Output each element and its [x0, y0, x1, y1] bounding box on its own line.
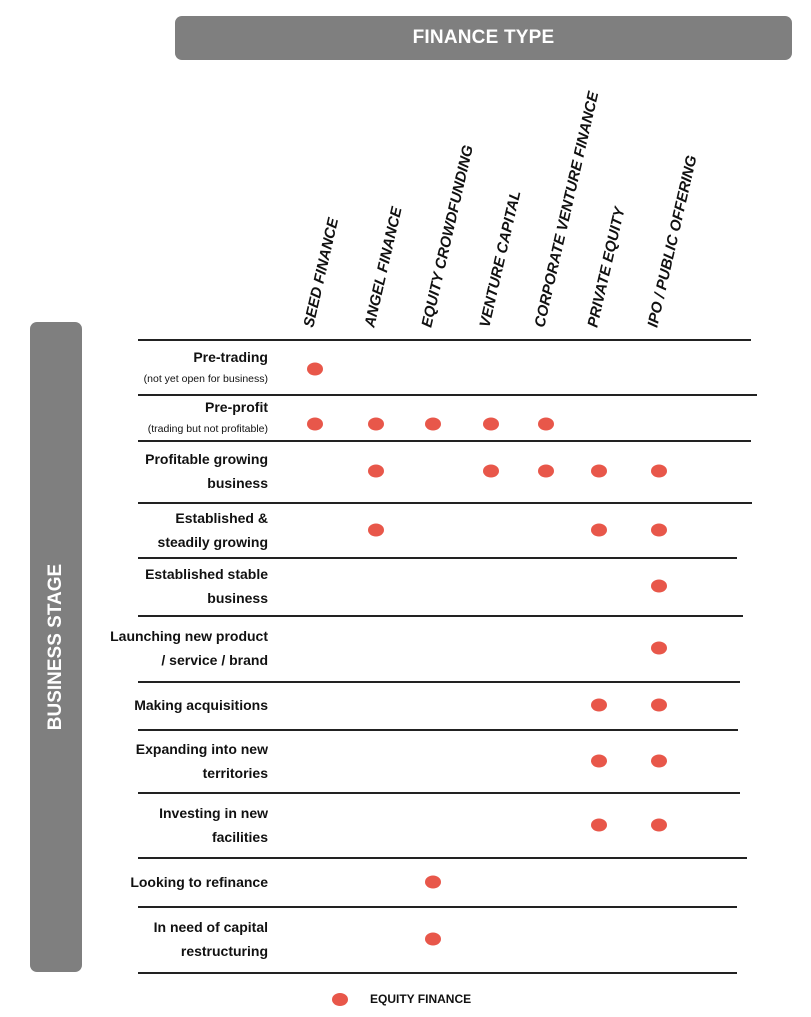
equity-finance-dot-icon	[425, 875, 441, 888]
row-label: Launching new product / service / brand	[110, 624, 268, 672]
equity-finance-dot-icon	[651, 579, 667, 593]
equity-finance-dot-icon	[368, 464, 384, 478]
equity-finance-dot-icon	[591, 754, 607, 767]
equity-finance-dot-icon	[332, 992, 348, 1006]
equity-finance-dot-icon	[483, 417, 499, 431]
row-label-line1: Making acquisitions	[134, 697, 268, 713]
row-divider	[138, 681, 740, 683]
column-header-venture-capital: VENTURE CAPITAL	[476, 189, 525, 329]
row-label: Expanding into new territories	[136, 737, 268, 785]
equity-finance-dot-icon	[651, 641, 667, 655]
row-label: Investing in new facilities	[159, 801, 268, 849]
row-label-line1: Pre-profit	[205, 399, 268, 415]
row-divider	[138, 394, 757, 396]
row-divider	[138, 440, 751, 442]
equity-finance-dot-icon	[425, 932, 441, 946]
equity-finance-dot-icon	[591, 464, 607, 478]
row-divider	[138, 615, 743, 617]
column-header-angel-finance: ANGEL FINANCE	[361, 205, 406, 329]
row-divider	[138, 906, 737, 908]
equity-finance-dot-icon	[591, 818, 607, 831]
equity-finance-dot-icon	[368, 417, 384, 431]
row-divider	[138, 339, 751, 341]
row-label-subtitle: (trading but not profitable)	[147, 423, 268, 435]
business-stage-banner: BUSINESS STAGE	[30, 322, 82, 972]
row-divider	[138, 972, 737, 974]
row-label-line2: business	[207, 590, 268, 606]
row-label-line1: In need of capital	[153, 919, 268, 935]
equity-finance-dot-icon	[651, 523, 667, 536]
equity-finance-dot-icon	[591, 698, 607, 712]
row-label: Pre-profit (trading but not profitable)	[148, 395, 268, 439]
equity-finance-dot-icon	[538, 464, 554, 478]
row-label: Pre-trading (not yet open for business)	[144, 345, 268, 389]
row-divider	[138, 557, 737, 559]
column-header-seed-finance: SEED FINANCE	[300, 216, 343, 329]
row-label-line1: Established &	[175, 509, 268, 526]
row-label-line1: Investing in new	[159, 804, 268, 821]
row-label-line1: Pre-trading	[193, 348, 268, 365]
row-label-line1: Profitable growing	[145, 451, 268, 467]
finance-type-title: FINANCE TYPE	[412, 27, 555, 48]
row-divider	[138, 729, 738, 731]
finance-type-banner: FINANCE TYPE	[175, 16, 792, 60]
row-label-line2: territories	[202, 764, 268, 781]
equity-finance-dot-icon	[368, 523, 384, 536]
equity-finance-dot-icon	[425, 417, 441, 431]
column-header-private-equity: PRIVATE EQUITY	[584, 205, 629, 329]
row-divider	[138, 502, 752, 504]
business-stage-title: BUSINESS STAGE	[45, 563, 66, 731]
equity-finance-dot-icon	[651, 818, 667, 831]
equity-finance-dot-icon	[651, 464, 667, 478]
equity-finance-dot-icon	[307, 362, 323, 376]
row-label-line1: Expanding into new	[135, 740, 268, 757]
row-label: Profitable growing business	[145, 447, 268, 495]
column-header-ipo-public-offering: IPO / PUBLIC OFFERING	[644, 153, 701, 329]
row-label-line1: Established stable	[145, 566, 268, 582]
legend-label: EQUITY FINANCE	[370, 992, 472, 1006]
row-label-line2: restructuring	[180, 943, 268, 959]
row-label: Making acquisitions	[134, 693, 268, 717]
row-label-line2: facilities	[211, 828, 268, 845]
equity-finance-dot-icon	[651, 754, 667, 767]
legend: EQUITY FINANCE	[332, 992, 471, 1006]
row-label-line2: / service / brand	[161, 652, 268, 668]
row-label: Established stable business	[145, 562, 268, 610]
row-divider	[138, 857, 747, 859]
equity-finance-dot-icon	[591, 523, 607, 536]
equity-finance-dot-icon	[651, 698, 667, 712]
equity-finance-dot-icon	[483, 464, 499, 478]
row-label-line2: steadily growing	[157, 533, 268, 550]
equity-finance-dot-icon	[307, 417, 323, 431]
row-label-subtitle: (not yet open for business)	[143, 372, 268, 385]
column-header-equity-crowdfunding: EQUITY CROWDFUNDING	[418, 143, 477, 329]
equity-finance-dot-icon	[538, 417, 554, 431]
row-label-line2: business	[207, 475, 268, 491]
row-label-line1: Launching new product	[110, 628, 268, 644]
row-label: Looking to refinance	[130, 870, 268, 894]
row-divider	[138, 792, 740, 794]
row-label-line1: Looking to refinance	[130, 873, 268, 890]
row-label: In need of capital restructuring	[154, 915, 268, 963]
row-label: Established & steadily growing	[158, 506, 268, 554]
